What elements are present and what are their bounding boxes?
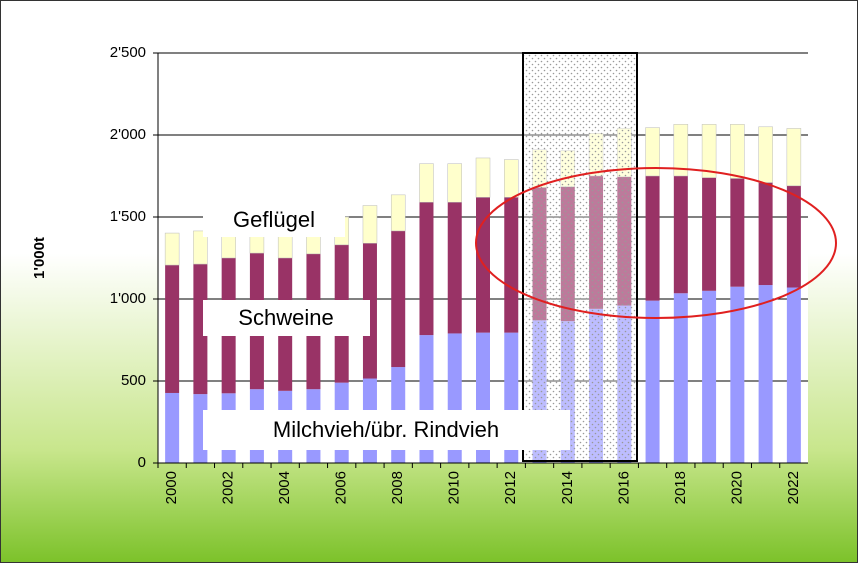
bar-segment <box>419 202 434 336</box>
series-label: Geflügel <box>233 207 315 232</box>
bar-segment <box>165 392 180 463</box>
bar-segment <box>362 205 378 244</box>
bar-segment <box>702 177 717 291</box>
bar-segment <box>758 182 773 286</box>
bar-segment <box>786 287 801 463</box>
bar-segment <box>730 178 745 287</box>
bar-segment <box>786 185 801 288</box>
bar-segment <box>475 157 491 198</box>
highlight-ellipse <box>475 167 837 319</box>
bar-segment <box>758 126 773 183</box>
bar-segment <box>504 159 519 198</box>
bar-segment <box>419 163 434 203</box>
bar-segment <box>702 290 717 463</box>
highlight-box <box>522 52 638 462</box>
bar-segment <box>164 232 180 266</box>
bar-segment <box>645 300 660 463</box>
bar-segment <box>504 197 519 333</box>
y-tick-label: 1'000 <box>110 290 146 307</box>
x-tick-label: 2002 <box>220 471 237 504</box>
x-tick-label: 2012 <box>502 471 519 504</box>
bar-segment <box>701 124 717 178</box>
bar-segment <box>447 163 462 203</box>
label-box <box>203 300 370 336</box>
bar-segment <box>645 127 660 177</box>
y-axis-label: 1'000t <box>31 237 48 279</box>
bar-segment <box>673 124 689 177</box>
bar-segment <box>447 202 462 334</box>
series-label: Schweine <box>238 305 333 330</box>
bar-segment <box>673 293 688 463</box>
series-label: Milchvieh/übr. Rindvieh <box>273 417 499 442</box>
y-tick-label: 1'500 <box>110 208 146 225</box>
bar-segment <box>673 176 688 294</box>
x-tick-label: 2008 <box>389 471 406 504</box>
x-tick-label: 2014 <box>559 471 576 504</box>
bar-segment <box>730 286 745 463</box>
y-tick-label: 2'000 <box>110 126 146 143</box>
y-tick-label: 500 <box>121 372 146 389</box>
x-tick-label: 2006 <box>333 471 350 504</box>
bar-segment <box>730 124 745 179</box>
x-tick-label: 2016 <box>615 471 632 504</box>
label-box <box>203 410 570 450</box>
bar-segment <box>391 230 406 368</box>
x-tick-label: 2020 <box>728 471 745 504</box>
bar-segment <box>193 230 208 265</box>
bar-segment <box>390 194 406 232</box>
bar-segment <box>165 265 180 393</box>
y-tick-label: 2'500 <box>110 44 146 61</box>
bar-segment <box>193 264 208 395</box>
bar-segment <box>758 285 773 463</box>
x-tick-label: 2000 <box>163 471 180 504</box>
y-tick-label: 0 <box>138 454 146 471</box>
x-tick-label: 2010 <box>446 471 463 504</box>
bar-segment <box>645 176 660 301</box>
x-tick-label: 2018 <box>672 471 689 504</box>
bar-segment <box>786 128 802 187</box>
label-box <box>203 203 345 237</box>
x-tick-label: 2022 <box>785 471 802 504</box>
x-tick-label: 2004 <box>276 471 293 504</box>
